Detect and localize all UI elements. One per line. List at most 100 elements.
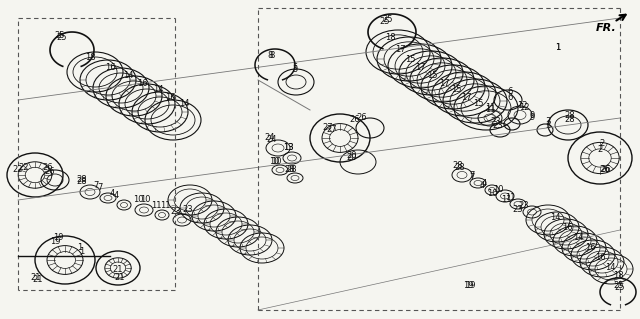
- Text: FR.: FR.: [596, 23, 617, 33]
- Text: 19: 19: [50, 238, 60, 247]
- Text: 20: 20: [347, 151, 357, 160]
- Text: 19: 19: [465, 280, 476, 290]
- Text: 1: 1: [79, 248, 84, 256]
- Text: 10: 10: [140, 196, 150, 204]
- Text: 14: 14: [123, 71, 133, 80]
- Text: 24: 24: [265, 133, 275, 143]
- Text: 23: 23: [491, 117, 501, 127]
- Text: 21: 21: [33, 276, 44, 285]
- Text: 26: 26: [356, 114, 367, 122]
- Text: 13: 13: [283, 144, 293, 152]
- Text: 11: 11: [484, 103, 495, 113]
- Text: 28: 28: [77, 175, 87, 184]
- Text: 18: 18: [84, 54, 95, 63]
- Text: 26: 26: [349, 115, 360, 124]
- Text: 16: 16: [105, 63, 115, 72]
- Text: 12: 12: [519, 103, 529, 113]
- Text: 20: 20: [347, 153, 357, 162]
- Text: 27: 27: [323, 123, 333, 132]
- Text: 14: 14: [179, 99, 189, 108]
- Text: 1: 1: [556, 43, 561, 53]
- Text: 14: 14: [573, 234, 583, 242]
- Text: 28: 28: [452, 161, 463, 170]
- Text: 4: 4: [479, 182, 484, 190]
- Text: 23: 23: [493, 121, 503, 130]
- Text: 6: 6: [508, 93, 513, 102]
- Text: 11: 11: [151, 202, 161, 211]
- Text: 14: 14: [153, 85, 163, 94]
- Text: 6: 6: [508, 87, 513, 97]
- Text: 18: 18: [385, 33, 396, 42]
- Text: 21: 21: [31, 273, 41, 283]
- Text: 19: 19: [52, 234, 63, 242]
- Text: 5: 5: [292, 63, 298, 72]
- Text: 9: 9: [529, 112, 534, 121]
- Text: 7: 7: [469, 174, 475, 182]
- Text: 16: 16: [562, 224, 572, 233]
- Text: 25: 25: [380, 18, 390, 26]
- Text: 10: 10: [269, 158, 279, 167]
- Text: 21: 21: [113, 265, 124, 275]
- Text: 15: 15: [404, 56, 415, 64]
- Text: 17: 17: [461, 93, 471, 101]
- Text: 1: 1: [556, 43, 561, 53]
- Text: 19: 19: [463, 280, 473, 290]
- Text: 25: 25: [615, 284, 625, 293]
- Text: 23: 23: [513, 205, 524, 214]
- Text: 25: 25: [614, 280, 624, 290]
- Text: 28: 28: [564, 115, 575, 124]
- Text: 28: 28: [285, 166, 295, 174]
- Text: 28: 28: [454, 164, 465, 173]
- Text: 23: 23: [171, 207, 181, 217]
- Text: 1: 1: [77, 243, 83, 253]
- Text: 21: 21: [115, 273, 125, 283]
- Text: 14: 14: [550, 213, 560, 222]
- Text: 22: 22: [13, 166, 23, 174]
- Text: 15: 15: [427, 71, 437, 80]
- Text: 10: 10: [132, 196, 143, 204]
- Text: 7: 7: [93, 182, 99, 190]
- Text: 11: 11: [160, 201, 170, 210]
- Text: 9: 9: [529, 114, 534, 122]
- Text: 22: 22: [19, 164, 29, 173]
- Text: 15: 15: [473, 99, 483, 108]
- Text: 17: 17: [395, 46, 405, 55]
- Text: 26: 26: [601, 166, 611, 174]
- Text: 23: 23: [518, 202, 529, 211]
- Text: 5: 5: [292, 65, 298, 75]
- Text: 12: 12: [516, 101, 527, 110]
- Text: 23: 23: [182, 205, 193, 214]
- Text: 15: 15: [451, 85, 461, 94]
- Text: 28: 28: [564, 110, 575, 120]
- Text: 7: 7: [469, 170, 475, 180]
- Text: 4: 4: [109, 189, 115, 198]
- Text: 25: 25: [57, 33, 67, 42]
- Text: 11: 11: [484, 106, 495, 115]
- Text: 4: 4: [113, 191, 118, 201]
- Text: 27: 27: [326, 125, 337, 135]
- Text: 14: 14: [605, 263, 615, 271]
- Text: 10: 10: [487, 189, 497, 197]
- Text: 26: 26: [43, 164, 53, 173]
- Text: 26: 26: [600, 166, 611, 174]
- Text: 7: 7: [97, 183, 102, 192]
- Text: 16: 16: [585, 243, 595, 253]
- Text: 2: 2: [597, 145, 603, 154]
- Text: 8: 8: [268, 50, 273, 60]
- Text: 4: 4: [481, 179, 486, 188]
- Text: 11: 11: [500, 196, 511, 204]
- Text: 17: 17: [415, 63, 426, 72]
- Text: 24: 24: [267, 136, 277, 145]
- Text: 28: 28: [77, 177, 87, 187]
- Text: 16: 16: [595, 254, 605, 263]
- Text: 18: 18: [612, 271, 623, 280]
- Text: 25: 25: [55, 32, 65, 41]
- Text: 25: 25: [383, 16, 393, 25]
- Text: 3: 3: [545, 122, 550, 130]
- Text: 3: 3: [545, 117, 550, 127]
- Text: 8: 8: [269, 50, 275, 60]
- Text: 13: 13: [283, 144, 293, 152]
- Text: 10: 10: [493, 186, 503, 195]
- Text: 26: 26: [45, 167, 55, 176]
- Text: 16: 16: [137, 79, 147, 88]
